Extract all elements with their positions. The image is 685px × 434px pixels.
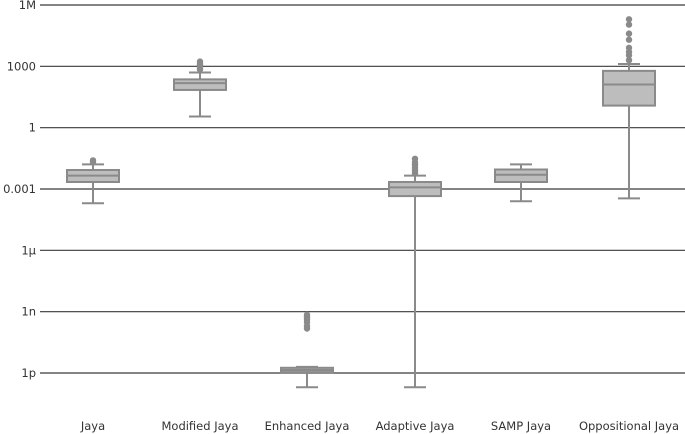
outlier-point	[625, 16, 633, 23]
outlier-point	[625, 44, 633, 52]
box-group	[602, 16, 656, 200]
gridlines	[40, 4, 685, 374]
outlier-point	[89, 157, 97, 164]
x-tick-label: Oppositional Jaya	[579, 419, 679, 433]
y-tick-label: 1	[29, 121, 36, 135]
box-group	[280, 311, 334, 389]
y-tick-label: 1p	[21, 366, 36, 380]
box-group	[494, 163, 548, 203]
box-group	[388, 155, 442, 389]
y-axis-tick-labels: 1M 1000 1 0.001 1µ 1n 1p	[3, 0, 37, 380]
iqr-box	[173, 78, 227, 91]
iqr-box	[388, 180, 442, 198]
boxes	[66, 16, 656, 389]
outlier-point	[625, 30, 633, 37]
outlier-point	[625, 21, 633, 28]
outlier-point	[411, 155, 419, 163]
y-tick-label: 1M	[19, 0, 36, 12]
y-tick-label: 1µ	[21, 243, 36, 257]
box-group	[66, 157, 120, 205]
outlier-point	[196, 58, 204, 65]
x-tick-label: SAMP Jaya	[491, 419, 551, 433]
x-tick-label: Adaptive Jaya	[376, 419, 455, 433]
x-axis-tick-labels: Jaya Modified Jaya Enhanced Jaya Adaptive J…	[80, 419, 679, 433]
x-tick-label: Modified Jaya	[161, 419, 238, 433]
outlier-point	[303, 311, 311, 319]
outlier-point	[625, 36, 633, 43]
x-tick-label: Enhanced Jaya	[265, 419, 350, 433]
y-tick-label: 0.001	[3, 182, 36, 196]
y-tick-label: 1n	[21, 305, 36, 319]
x-tick-label: Jaya	[80, 419, 105, 433]
iqr-box	[602, 69, 656, 107]
iqr-box	[494, 168, 548, 183]
box-group	[173, 58, 227, 118]
outlier-point	[625, 56, 633, 64]
y-tick-label: 1000	[7, 59, 36, 73]
